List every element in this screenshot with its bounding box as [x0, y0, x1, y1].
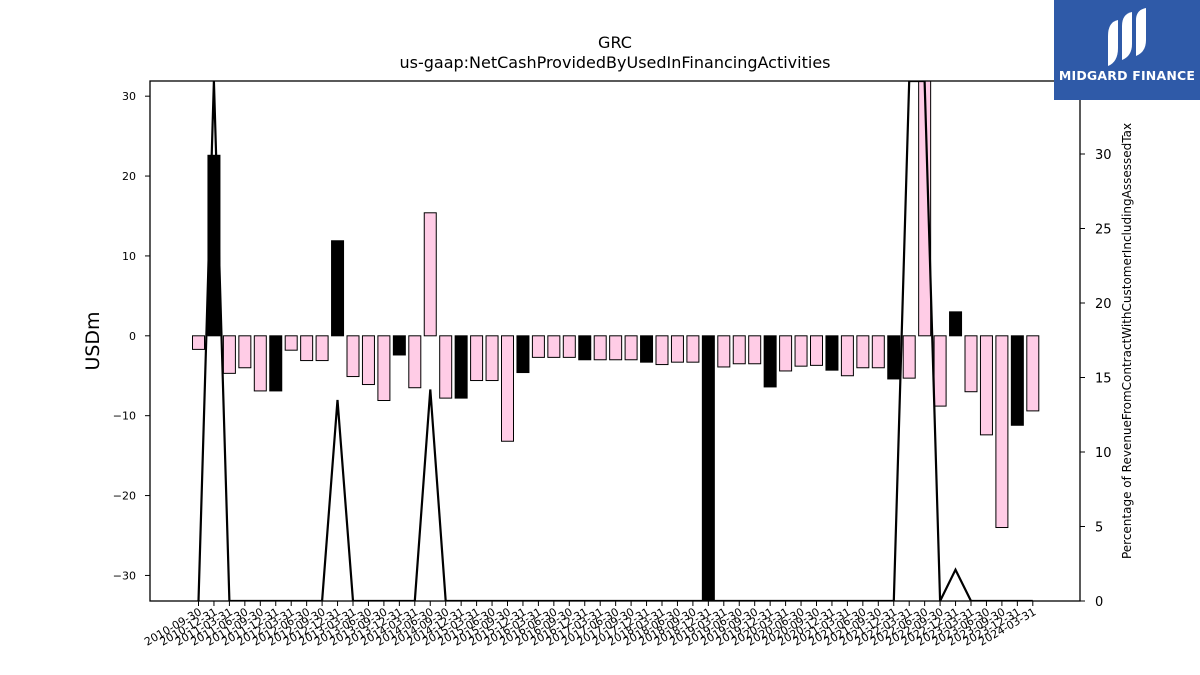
- y-tick-label: 20: [122, 170, 136, 183]
- bar: [253, 335, 267, 392]
- y2-axis-label: Percentage of RevenueFromContractWithCus…: [1120, 123, 1134, 559]
- chart-subtitle: us-gaap:NetCashProvidedByUsedInFinancing…: [399, 53, 831, 72]
- bar: [470, 335, 484, 382]
- bar: [439, 335, 453, 399]
- bar: [995, 335, 1009, 529]
- bar: [392, 335, 406, 356]
- bar: [238, 335, 252, 369]
- bar: [609, 335, 623, 361]
- bar: [547, 335, 561, 358]
- bar: [531, 335, 545, 358]
- bar: [269, 335, 283, 392]
- bar: [748, 335, 762, 365]
- y2-tick-label: 10: [1095, 446, 1112, 461]
- bar: [377, 335, 391, 402]
- y-tick-label: 0: [129, 330, 136, 343]
- bar: [794, 335, 808, 367]
- bar: [887, 335, 901, 380]
- y-tick-label: −10: [113, 410, 136, 423]
- bar: [346, 335, 360, 378]
- bar: [501, 335, 514, 442]
- bar: [902, 335, 916, 379]
- y2-tick-label: 5: [1095, 521, 1103, 536]
- bar: [686, 335, 700, 363]
- y2-tick-label: 30: [1095, 148, 1112, 163]
- bar: [949, 311, 963, 337]
- percentage-line: [197, 81, 1033, 601]
- chart-title: GRC: [598, 33, 632, 52]
- y2-tick-label: 15: [1095, 372, 1112, 387]
- bar: [516, 335, 530, 374]
- y-tick-label: 30: [122, 90, 136, 103]
- bar: [562, 335, 576, 358]
- bar: [192, 335, 205, 350]
- bar: [810, 335, 823, 366]
- bar: [485, 335, 499, 382]
- bar: [284, 335, 298, 351]
- bar: [640, 335, 654, 363]
- bar: [361, 335, 375, 386]
- bar: [964, 335, 978, 393]
- bar: [454, 335, 468, 399]
- bar: [856, 335, 870, 369]
- bar: [717, 335, 731, 368]
- bar: [624, 335, 638, 361]
- bar: [423, 212, 437, 337]
- bar: [871, 335, 885, 369]
- bar: [593, 335, 607, 361]
- bar: [408, 335, 422, 389]
- y2-tick-label: 0: [1095, 595, 1103, 610]
- bar: [578, 335, 592, 361]
- bar: [1026, 335, 1040, 412]
- logo-text: MIDGARD FINANCE: [1058, 68, 1196, 83]
- bar: [1010, 335, 1024, 426]
- bar: [732, 335, 746, 365]
- bar: [331, 240, 345, 337]
- bar: [655, 335, 669, 366]
- bar: [825, 335, 839, 371]
- y-tick-label: −20: [113, 490, 136, 503]
- bar: [670, 335, 684, 363]
- bar: [840, 335, 854, 377]
- bar: [315, 335, 329, 362]
- y-tick-label: 10: [122, 250, 136, 263]
- logo-mark-icon: [1108, 8, 1146, 66]
- plot-frame: [149, 80, 1081, 602]
- brand-logo: MIDGARD FINANCE: [1054, 0, 1200, 100]
- y-axis-label: USDm: [82, 311, 104, 370]
- y2-tick-label: 20: [1095, 297, 1112, 312]
- y2-tick-label: 25: [1095, 223, 1112, 238]
- bar: [701, 335, 715, 601]
- bar: [933, 335, 947, 407]
- bar: [222, 335, 236, 374]
- bar: [779, 335, 793, 372]
- bar: [300, 335, 314, 362]
- y-tick-label: −30: [113, 569, 136, 582]
- bar: [918, 81, 932, 337]
- bar: [763, 335, 777, 388]
- bar: [979, 335, 993, 436]
